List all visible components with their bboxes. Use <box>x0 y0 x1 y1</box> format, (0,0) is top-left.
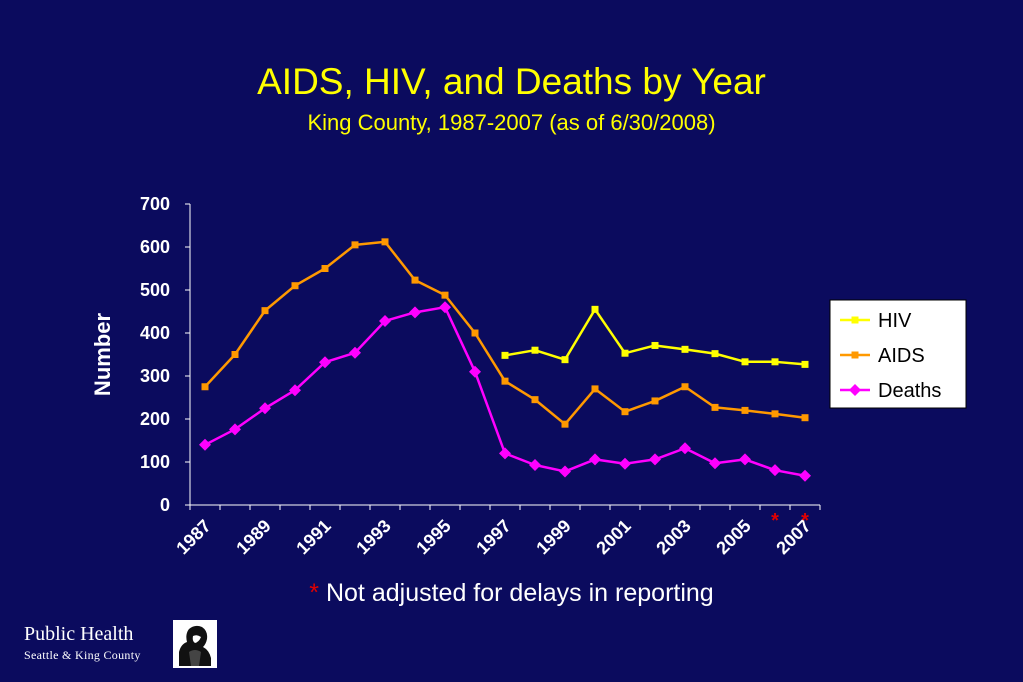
footnote-asterisk: * <box>309 579 320 607</box>
series-aids-point <box>201 383 209 391</box>
slide-title: AIDS, HIV, and Deaths by Year <box>257 61 766 102</box>
series-deaths-point <box>559 465 571 478</box>
logo-subtitle: Seattle & King County <box>24 648 141 662</box>
series-hiv-point <box>681 345 689 353</box>
x-tick-label: 1995 <box>412 516 454 558</box>
series-hiv-point <box>771 358 779 366</box>
series-aids-point <box>381 238 389 246</box>
series-aids-point <box>801 414 809 422</box>
y-tick-label: 300 <box>140 366 170 386</box>
series-aids-point <box>411 276 419 284</box>
series-aids-point <box>621 408 629 416</box>
y-tick-label: 400 <box>140 323 170 343</box>
series-deaths-point <box>349 346 361 359</box>
series-hiv-line <box>504 308 806 366</box>
series-deaths-point <box>619 457 631 470</box>
y-tick-label: 700 <box>140 194 170 214</box>
series-aids-point <box>711 403 719 411</box>
x-tick-label: 2005 <box>712 516 754 558</box>
y-tick-label: 500 <box>140 280 170 300</box>
series-deaths-point <box>709 457 721 470</box>
series-deaths-point <box>259 402 271 415</box>
series-hiv-point <box>651 341 659 349</box>
legend-deaths-point <box>849 384 861 396</box>
series-aids-point <box>471 329 479 337</box>
series-deaths-point <box>199 438 211 451</box>
series-deaths-point <box>289 384 301 397</box>
asterisk-marker: * <box>771 510 779 532</box>
y-tick-label: 600 <box>140 237 170 257</box>
series-aids-point <box>231 351 239 358</box>
series-aids-point <box>771 410 779 418</box>
x-tick-label: 1989 <box>232 516 274 558</box>
series-deaths-point <box>409 306 421 319</box>
y-tick-label: 0 <box>160 495 170 515</box>
series-deaths-point <box>799 469 811 482</box>
y-tick-label: 100 <box>140 452 170 472</box>
x-tick-label: 2001 <box>592 516 634 558</box>
series-aids-point <box>681 383 689 391</box>
series-deaths-point <box>589 453 601 466</box>
footnote: * Not adjusted for delays in reporting <box>0 578 1023 608</box>
series-deaths-point <box>739 453 751 466</box>
series-aids-point <box>291 282 299 290</box>
legend-aids-label: AIDS <box>878 345 925 367</box>
series-hiv-point <box>501 351 509 359</box>
series-deaths-point <box>379 314 391 327</box>
series-deaths-point <box>649 453 661 466</box>
series-aids-point <box>321 265 329 272</box>
x-tick-label: 2003 <box>652 516 694 558</box>
legend-deaths-label: Deaths <box>878 380 941 402</box>
series-aids-line <box>204 240 806 426</box>
series-hiv-point <box>801 360 809 368</box>
portrait-logo-icon <box>173 620 217 668</box>
legend-aids-point <box>851 351 859 359</box>
series-deaths-point <box>469 365 481 378</box>
x-tick-label: 1993 <box>352 516 394 558</box>
series-deaths-point <box>229 423 241 436</box>
x-tick-label: 1997 <box>472 516 514 558</box>
series-deaths-point <box>529 459 541 472</box>
legend-hiv-label: HIV <box>878 310 912 332</box>
series-aids-point <box>501 377 509 385</box>
x-tick-label: 1999 <box>532 516 574 558</box>
logo-name: Public Health <box>24 623 134 645</box>
series-deaths-point <box>439 301 451 314</box>
x-tick-label: 1987 <box>172 516 214 558</box>
series-deaths-point <box>319 356 331 369</box>
series-hiv-point <box>711 350 719 358</box>
series-aids-point <box>261 307 269 315</box>
series-aids-point <box>741 406 749 414</box>
footnote-text: Not adjusted for delays in reporting <box>319 579 714 607</box>
series-hiv-point <box>591 305 599 313</box>
series-aids-point <box>531 396 539 404</box>
series-deaths-point <box>499 447 511 460</box>
series-hiv-point <box>531 346 539 354</box>
series-deaths-point <box>769 464 781 477</box>
series-hiv-point <box>741 358 749 366</box>
legend-hiv-point <box>851 316 859 324</box>
asterisk-marker: * <box>801 510 809 532</box>
slide-subtitle: King County, 1987-2007 (as of 6/30/2008) <box>307 110 716 135</box>
series-hiv-point <box>621 349 629 357</box>
series-hiv-point <box>561 356 569 364</box>
series-aids-point <box>561 420 569 428</box>
y-axis-label: Number <box>90 313 115 397</box>
y-tick-label: 200 <box>140 409 170 429</box>
series-aids-point <box>351 241 359 249</box>
series-deaths-point <box>679 442 691 455</box>
series-aids-point <box>591 385 599 393</box>
x-tick-label: 1991 <box>292 516 334 558</box>
series-aids-point <box>651 397 659 405</box>
public-health-logo: Public Health Seattle & King County <box>22 620 217 668</box>
series-aids-point <box>441 291 449 299</box>
